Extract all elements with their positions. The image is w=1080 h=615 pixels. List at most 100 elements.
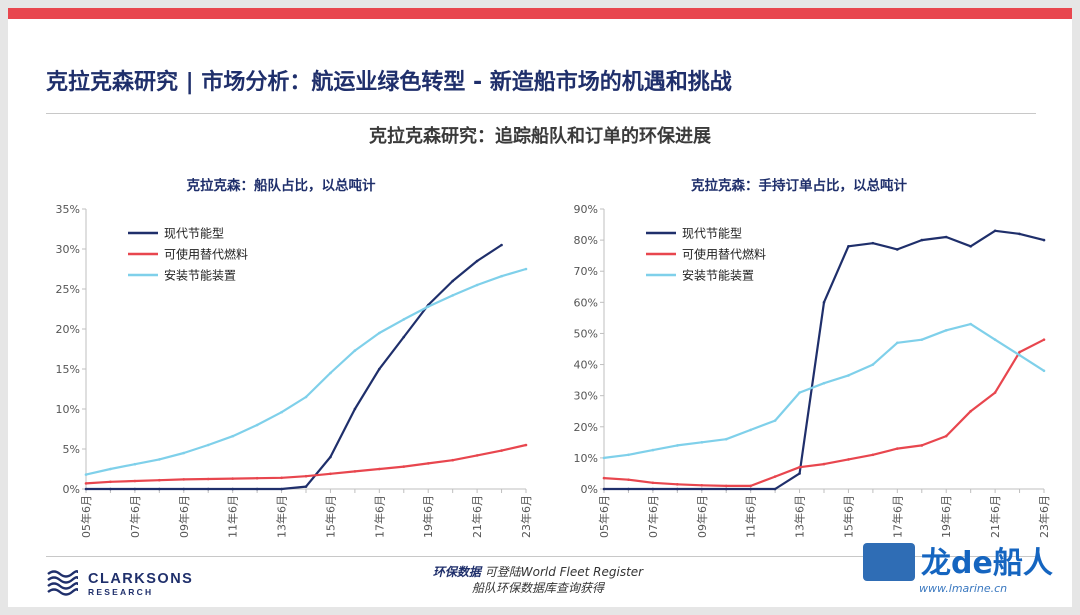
y-tick-label: 50%	[574, 327, 598, 340]
x-tick-label: 13年6月	[793, 495, 807, 538]
y-tick-label: 40%	[574, 359, 598, 372]
series-line	[85, 443, 527, 485]
data-point	[378, 367, 381, 371]
data-point	[475, 454, 479, 457]
data-point	[847, 458, 850, 461]
data-point	[798, 472, 801, 475]
data-point	[329, 371, 332, 375]
data-point	[500, 274, 503, 278]
data-point	[109, 467, 112, 471]
data-point	[1018, 350, 1021, 354]
data-point	[182, 478, 186, 481]
legend-label: 可使用替代燃料	[682, 247, 766, 262]
series-line	[603, 323, 1045, 459]
y-tick-label: 0%	[581, 483, 598, 496]
data-point	[847, 374, 850, 377]
data-point	[353, 470, 357, 473]
data-point	[847, 245, 850, 248]
data-point	[206, 443, 210, 447]
data-point	[182, 451, 186, 455]
data-point	[773, 475, 777, 478]
data-point	[402, 318, 406, 321]
data-point	[871, 453, 875, 457]
y-tick-label: 60%	[574, 296, 598, 309]
data-point	[1018, 232, 1021, 236]
data-point	[749, 484, 752, 488]
data-point	[304, 485, 308, 488]
y-tick-label: 10%	[574, 452, 598, 465]
y-tick-label: 10%	[56, 403, 80, 416]
data-point	[993, 338, 997, 341]
data-point	[255, 487, 259, 491]
data-point	[896, 341, 899, 345]
x-tick-label: 21年6月	[988, 495, 1002, 538]
x-tick-label: 09年6月	[695, 495, 709, 538]
footnote-bold: 环保数据	[432, 565, 481, 579]
y-tick-label: 90%	[574, 203, 598, 216]
chart-canvas: 0% 5% 10% 15% 20% 25% 30% 35% 05年6月 07年6月 09年6月 11年…	[56, 203, 533, 538]
data-point	[700, 441, 704, 444]
page-subtitle: 克拉克森研究：追踪船队和订单的环保进展	[369, 126, 711, 147]
data-point	[280, 487, 283, 491]
chart-title: 克拉克森：船队占比，以总吨计	[186, 178, 376, 194]
wave-logo-icon	[47, 570, 78, 596]
data-point	[1018, 353, 1021, 357]
data-point	[451, 294, 454, 297]
data-point	[676, 483, 679, 486]
data-point	[402, 465, 406, 468]
data-point	[158, 458, 161, 461]
y-tick-label: 20%	[56, 323, 80, 336]
data-point	[378, 331, 381, 335]
data-point	[84, 473, 88, 476]
watermark-url: www.lmarine.cn	[919, 582, 1008, 595]
data-point	[1042, 338, 1046, 341]
data-point	[524, 443, 528, 447]
orderbook-share-chart: 克拉克森：手持订单占比，以总吨计 0% 10% 20% 30% 40% 50% 60% 70%…	[544, 166, 1054, 556]
x-tick-label: 11年6月	[744, 495, 758, 538]
data-point	[773, 487, 777, 491]
data-point	[1042, 238, 1046, 242]
legend-label: 可使用替代燃料	[164, 247, 248, 262]
data-point	[231, 477, 234, 480]
data-point	[158, 487, 161, 491]
data-point	[329, 472, 332, 476]
series-line	[85, 267, 527, 476]
y-tick-label: 35%	[56, 203, 80, 216]
data-point	[676, 487, 679, 491]
x-tick-label: 09年6月	[177, 495, 191, 538]
data-point	[133, 487, 137, 491]
data-point	[700, 487, 704, 491]
data-point	[304, 474, 308, 478]
x-tick-label: 19年6月	[939, 495, 953, 538]
data-point	[1042, 369, 1046, 373]
data-point	[822, 462, 826, 466]
x-tick-label: 15年6月	[323, 495, 337, 538]
data-point	[651, 481, 655, 485]
data-point	[206, 487, 210, 491]
data-point	[944, 434, 948, 438]
data-point	[993, 229, 997, 233]
data-point	[969, 409, 972, 413]
data-point	[798, 391, 801, 394]
data-point	[871, 241, 875, 245]
x-tick-label: 23年6月	[519, 495, 533, 538]
x-tick-label: 15年6月	[841, 495, 855, 538]
data-point	[602, 487, 606, 491]
watermark: 龙de船人 www.lmarine.cn	[863, 538, 1063, 602]
data-point	[182, 487, 186, 491]
y-tick-label: 30%	[56, 243, 80, 256]
y-tick-label: 5%	[63, 443, 80, 456]
data-point	[993, 391, 997, 394]
data-point	[231, 434, 234, 438]
x-tick-label: 11年6月	[226, 495, 240, 538]
data-point	[920, 238, 924, 242]
data-point	[109, 480, 112, 484]
series-line	[86, 244, 503, 491]
data-point	[255, 476, 259, 480]
data-point	[304, 395, 308, 399]
data-point	[920, 444, 924, 447]
y-tick-label: 20%	[574, 421, 598, 434]
data-point	[627, 487, 630, 491]
y-tick-label: 25%	[56, 283, 80, 296]
data-point	[231, 487, 234, 491]
